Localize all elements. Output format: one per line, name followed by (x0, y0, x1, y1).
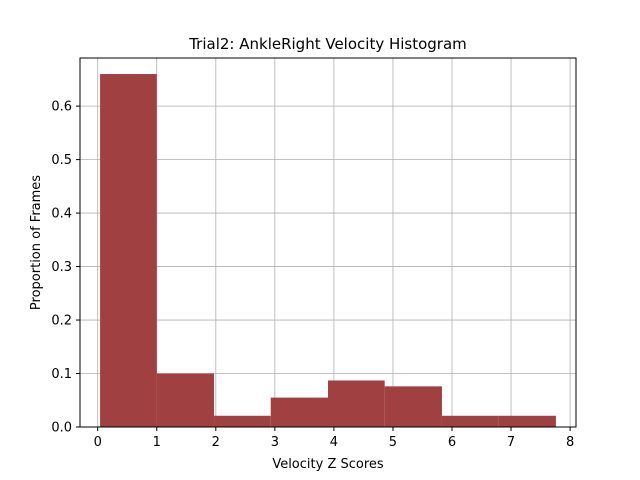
x-tick-label: 5 (389, 435, 397, 450)
y-tick-label: 0.3 (51, 260, 72, 275)
x-tick-label: 1 (153, 435, 161, 450)
chart-title: Trial2: AnkleRight Velocity Histogram (188, 35, 467, 53)
histogram-bar-7 (441, 415, 499, 427)
x-axis-label: Velocity Z Scores (272, 457, 384, 472)
y-tick-label: 0.0 (51, 421, 72, 436)
y-tick-label: 0.4 (51, 207, 72, 222)
x-tick-label: 6 (448, 435, 456, 450)
histogram-bar-3 (214, 415, 271, 427)
x-tick-label: 2 (212, 435, 220, 450)
histogram-bar-1 (100, 74, 157, 427)
y-tick-label: 0.2 (51, 314, 72, 329)
x-tick-label: 8 (566, 435, 574, 450)
y-tick-label: 0.5 (51, 153, 72, 168)
histogram-bar-5 (328, 380, 385, 427)
x-tick-label: 0 (94, 435, 102, 450)
y-axis-label: Proportion of Frames (29, 175, 44, 310)
axis-ticks: 0 1 2 3 4 5 6 7 8 0.0 0.1 0.2 0.3 0.4 0.5 0.6 (51, 100, 574, 450)
plot-area-frame (79, 57, 577, 428)
x-tick-label: 4 (330, 435, 338, 450)
y-tick-label: 0.6 (51, 100, 72, 115)
histogram-bar-6 (384, 386, 442, 427)
histogram-bar-4 (270, 397, 328, 427)
y-tick-label: 0.1 (51, 367, 72, 382)
histogram-bars (100, 74, 556, 427)
histogram-bar-2 (156, 373, 215, 427)
histogram-bar-8 (498, 415, 556, 427)
x-tick-label: 7 (507, 435, 515, 450)
x-tick-label: 3 (271, 435, 279, 450)
